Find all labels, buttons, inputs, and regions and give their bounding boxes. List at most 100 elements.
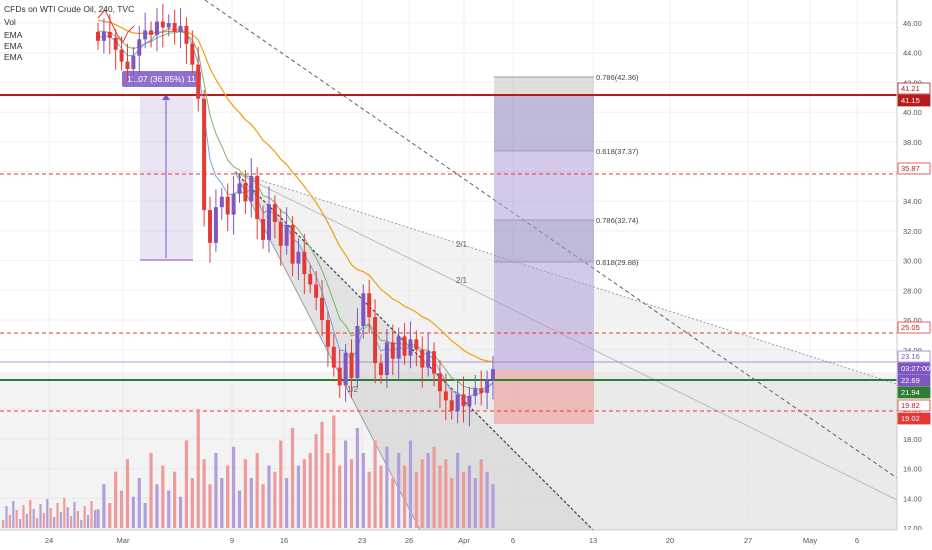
- candle-body: [172, 23, 177, 32]
- candle-body: [449, 400, 454, 411]
- candle-body: [473, 388, 478, 396]
- price-badge-label-4: 23.16: [901, 352, 920, 361]
- candle-body: [426, 351, 431, 368]
- x-tick-label-8: 13: [589, 536, 597, 545]
- volume-bar: [202, 459, 206, 528]
- volume-bar: [36, 518, 39, 528]
- x-tick-label-9: 20: [666, 536, 674, 545]
- candle-body: [314, 284, 319, 298]
- volume-bar: [87, 515, 90, 528]
- volume-bar: [22, 505, 25, 528]
- x-tick-label-11: May: [803, 536, 817, 545]
- volume-bar: [83, 506, 86, 528]
- volume-bar: [326, 453, 330, 528]
- volume-bar: [39, 504, 42, 528]
- candle-body: [225, 196, 230, 215]
- x-tick-label-10: 27: [744, 536, 752, 545]
- candle-body: [437, 373, 442, 392]
- volume-bar: [237, 490, 242, 528]
- candle-body: [320, 297, 325, 321]
- fan-label-1: 2/1: [456, 276, 468, 285]
- fib-zone-4: [494, 262, 594, 370]
- candle-body: [154, 21, 159, 35]
- volume-bar: [349, 459, 354, 528]
- volume-bar: [25, 514, 28, 528]
- y-tick-label-15: 16.00: [903, 465, 922, 474]
- candle-body: [455, 394, 460, 411]
- legend-ema-1: EMA: [4, 30, 23, 40]
- volume-bar: [66, 507, 69, 528]
- measure-label-text: 11.07 (36.85%) 110: [127, 74, 201, 84]
- measure-arrow-head: [162, 94, 170, 100]
- volume-bar: [125, 459, 130, 528]
- volume-bar: [143, 503, 147, 528]
- volume-bar: [373, 440, 377, 528]
- candle-body: [107, 31, 112, 38]
- price-badge-label-6: 22.69: [901, 376, 920, 385]
- candle-body: [325, 320, 330, 347]
- y-tick-label-10: 26.00: [903, 316, 922, 325]
- candle-body: [202, 98, 207, 211]
- price-badge-label-8: 19.82: [901, 401, 920, 410]
- target-zone-stop: [494, 370, 594, 424]
- candle-body: [178, 25, 183, 32]
- volume-bar: [137, 478, 141, 528]
- y-tick-label-4: 38.00: [903, 138, 922, 147]
- candle-body: [402, 336, 407, 356]
- volume-bar: [8, 515, 11, 528]
- candle-body: [414, 339, 419, 350]
- candle-body: [420, 349, 425, 368]
- y-tick-label-1: 44.00: [903, 49, 922, 58]
- candle-body: [343, 352, 348, 386]
- candle-body: [384, 342, 389, 376]
- fib-label-1: 0.618(37.37): [596, 147, 639, 156]
- volume-bar: [467, 465, 472, 528]
- y-tick-label-17: 12.00: [903, 524, 922, 533]
- legend-ema-2: EMA: [4, 41, 23, 51]
- candle-body: [184, 25, 189, 44]
- candle-body: [243, 183, 248, 202]
- candle-body: [190, 43, 195, 65]
- fib-label-3: 0.618(29.88): [596, 258, 639, 267]
- volume-bar: [149, 453, 153, 528]
- price-badge-8: [897, 399, 931, 412]
- volume-bar: [332, 415, 336, 528]
- fib-label-2: 0.786(32.74): [596, 216, 639, 225]
- candle-body: [266, 204, 271, 240]
- price-badge-4: [897, 350, 931, 363]
- price-badge-label-0: 41.21: [901, 84, 920, 93]
- candle-body: [131, 55, 136, 70]
- candle-body: [296, 251, 301, 264]
- volume-bar: [102, 484, 106, 528]
- volume-bar: [190, 478, 194, 528]
- volume-bar: [208, 484, 212, 528]
- volume-bar: [56, 503, 59, 528]
- early-price-wick: [97, 9, 135, 43]
- x-tick-label-12: 6: [855, 536, 859, 545]
- volume-bar: [161, 465, 165, 528]
- candle-body: [149, 30, 154, 35]
- fib-zone-2: [494, 151, 594, 220]
- x-tick-label-6: Apr: [458, 536, 470, 545]
- fan-label-2: 1/2: [347, 385, 359, 394]
- legend-vol: Vol: [4, 17, 16, 27]
- volume-bar: [355, 428, 360, 528]
- volume-bar: [42, 513, 45, 528]
- volume-bar: [15, 510, 18, 528]
- candle-body: [461, 394, 466, 407]
- price-badge-label-1: 41.15: [901, 96, 920, 105]
- volume-bar: [397, 453, 401, 528]
- legend-symbol: CFDs on WTI Crude Oil, 240, TVC: [4, 4, 135, 14]
- volume-bar: [450, 478, 454, 528]
- fan-line-main: [234, 171, 594, 531]
- candle-body: [390, 342, 395, 359]
- volume-bar: [255, 453, 259, 528]
- volume-bar: [273, 471, 277, 528]
- volume-bar: [279, 440, 283, 528]
- price-badge-label-5: 03:27:00: [901, 364, 930, 373]
- volume-bar: [391, 478, 395, 528]
- price-badge-6: [897, 374, 931, 387]
- volume-bar: [344, 440, 348, 528]
- volume-bar: [90, 501, 93, 528]
- candle-body: [249, 175, 254, 202]
